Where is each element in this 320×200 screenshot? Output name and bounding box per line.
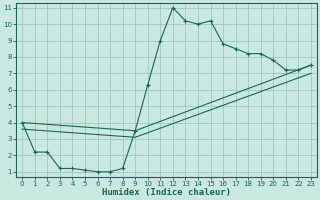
X-axis label: Humidex (Indice chaleur): Humidex (Indice chaleur): [102, 188, 231, 197]
